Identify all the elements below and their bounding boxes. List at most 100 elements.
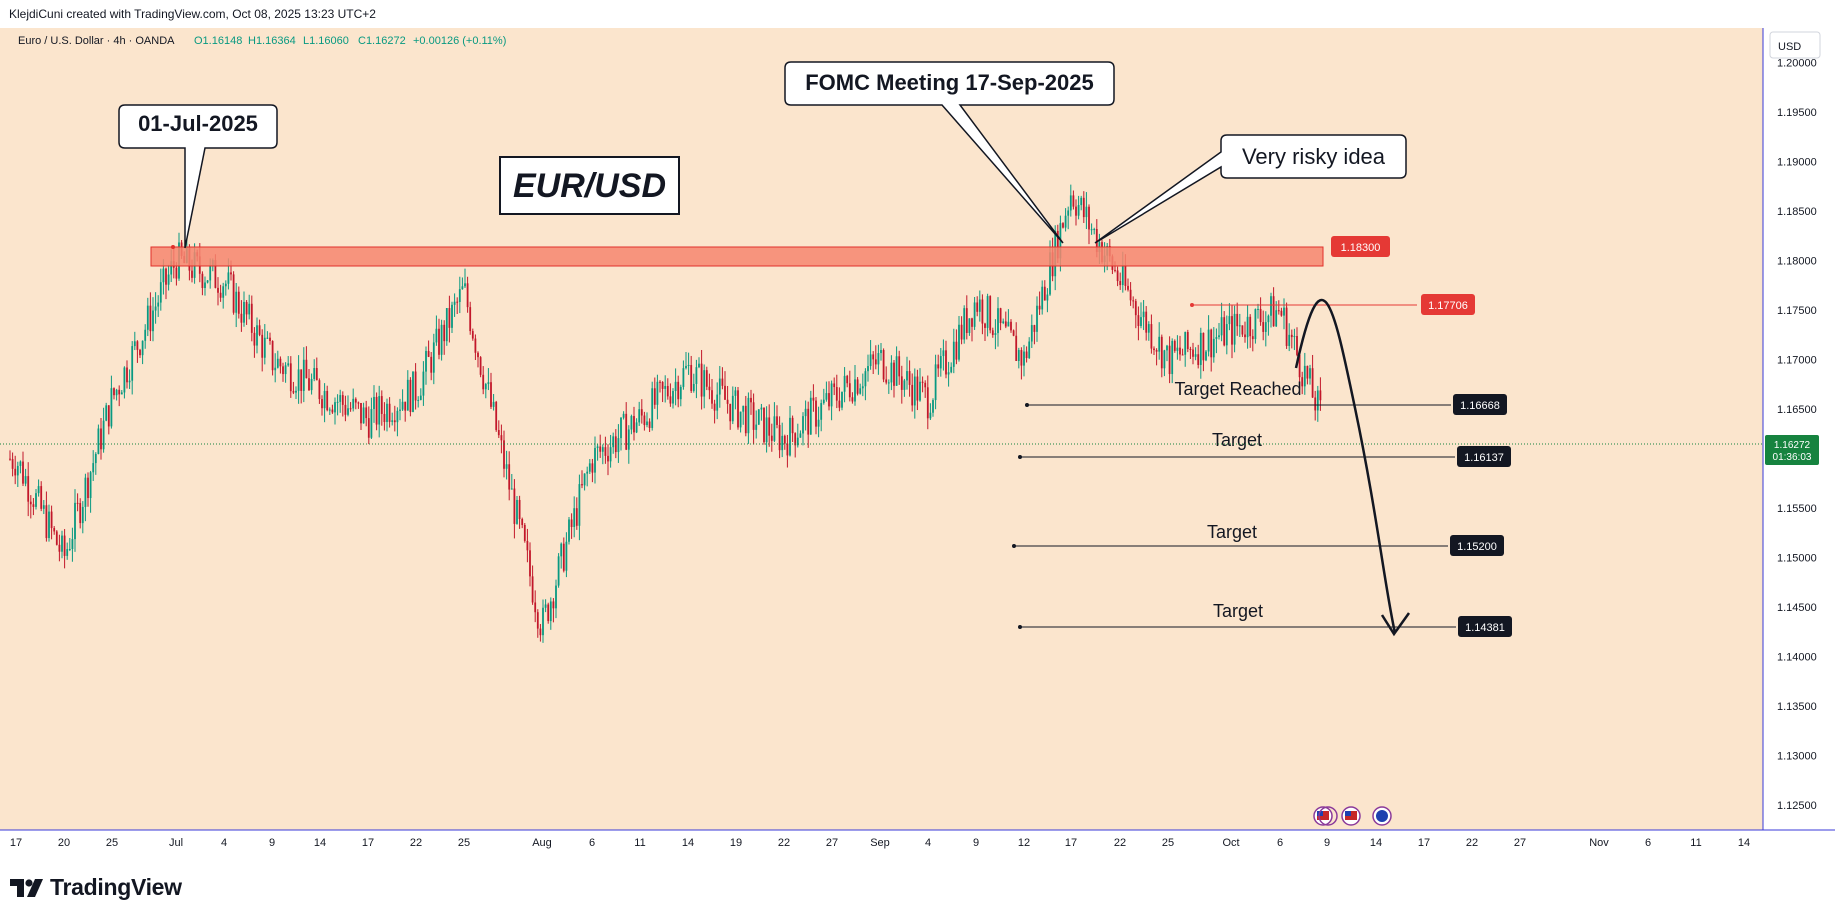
candle-body [393,420,396,423]
candle-body [1259,308,1262,323]
candle-body [425,350,427,372]
candle-body [128,380,131,383]
callout-jul[interactable] [118,104,278,249]
candle-body [913,376,916,406]
legend-open: O1.16148 [194,35,242,47]
candle-body [791,417,794,434]
candle-body [1194,354,1197,357]
candle-body [612,436,615,448]
callout-risky[interactable] [1094,134,1407,244]
candle-body [757,409,760,425]
eu-flag-icon [1376,810,1388,822]
candle-body [1207,329,1210,352]
candle-body [859,388,862,394]
callout-jul-text: 01-Jul-2025 [138,111,258,136]
candle-body [672,390,674,404]
zone-price-badge [1331,236,1390,257]
candle-body [282,366,284,375]
callout-fomc[interactable] [784,61,1115,244]
projection-arrow[interactable] [1294,298,1397,634]
time-tick-label: 6 [1277,837,1283,849]
target-1-price-badge [1453,394,1507,415]
candle-body [1303,365,1306,387]
candle-body [1257,308,1259,310]
candle-body [1210,329,1213,358]
price-tick-label: 1.14000 [1777,652,1817,664]
candle-body [908,371,911,385]
legend-high: H1.16364 [248,35,296,47]
candle-body [1049,252,1051,295]
candle-body [963,308,966,340]
candle-body [105,405,108,421]
currency-box[interactable] [1769,31,1821,59]
callout-risky-text: Very risky idea [1242,144,1386,169]
chart-title-box[interactable] [499,156,680,215]
candle-body [731,395,734,422]
candle-body [175,267,178,279]
candle-body [370,409,373,438]
candle-body [570,519,573,527]
supply-zone[interactable] [150,246,1324,267]
candle-body [887,382,890,384]
candle-body [328,409,331,411]
candle-body [206,280,209,283]
candle-body [729,403,732,422]
candle-body [536,612,539,629]
candle-body [477,352,479,358]
candle-body [63,535,66,556]
candle-body [102,420,105,450]
time-tick-label: 9 [973,837,979,849]
candle-body [833,383,836,388]
chart-area[interactable]: 1.20000 1.19500 1.19000 1.18500 1.18000 1.175… [0,28,1835,858]
candle-body [29,501,32,505]
candle-body [952,341,955,367]
economic-events-group[interactable] [1313,806,1392,826]
candle-body [113,388,115,396]
candle-body [1124,265,1127,286]
tradingview-logo[interactable]: TradingView [10,874,182,901]
candle-body [802,416,804,434]
candle-body [165,268,167,285]
candle-body [773,416,776,441]
candle-body [380,396,383,414]
time-tick-label: 14 [1370,837,1382,849]
candle-body [557,556,560,586]
candle-body [360,402,362,424]
target-1-price-label: 1.16668 [1460,400,1500,412]
time-tick-label: 9 [1324,837,1330,849]
candle-body [136,341,139,350]
candle-body [583,473,586,486]
candle-body [232,274,235,313]
candle-body [321,399,323,409]
chart-title: EUR/USD [513,167,666,205]
candle-body [713,403,716,411]
price-chart[interactable]: 1.20000 1.19500 1.19000 1.18500 1.18000 1.175… [0,28,1835,858]
candle-body [458,289,461,302]
callout-fomc-text: FOMC Meeting 17-Sep-2025 [805,70,1094,95]
candle-body [1298,354,1301,378]
candle-body [895,356,898,386]
time-tick-label: 14 [682,837,694,849]
time-tick-label: Aug [532,837,552,849]
candle-body [157,302,160,307]
candle-body [666,385,669,397]
attribution-bar: KlejdiCuni created with TradingView.com,… [0,0,1835,28]
projection-arrow-head [1380,612,1411,637]
resistance-price-label: 1.17706 [1428,300,1468,312]
candle-body [531,576,534,603]
candle-body [640,409,643,416]
candle-body [695,367,698,384]
candle-body [768,417,771,436]
candle-body [900,376,903,390]
candle-body [352,398,355,409]
candle-body [331,409,334,413]
candle-body [1205,351,1207,361]
candle-body [747,397,750,434]
candle-body [19,461,22,466]
candle-body [1306,365,1309,379]
candle-body [367,418,370,438]
candle-body [906,371,908,381]
candle-body [292,391,295,393]
legend-close: C1.16272 [358,35,406,47]
candle-body [534,602,537,613]
